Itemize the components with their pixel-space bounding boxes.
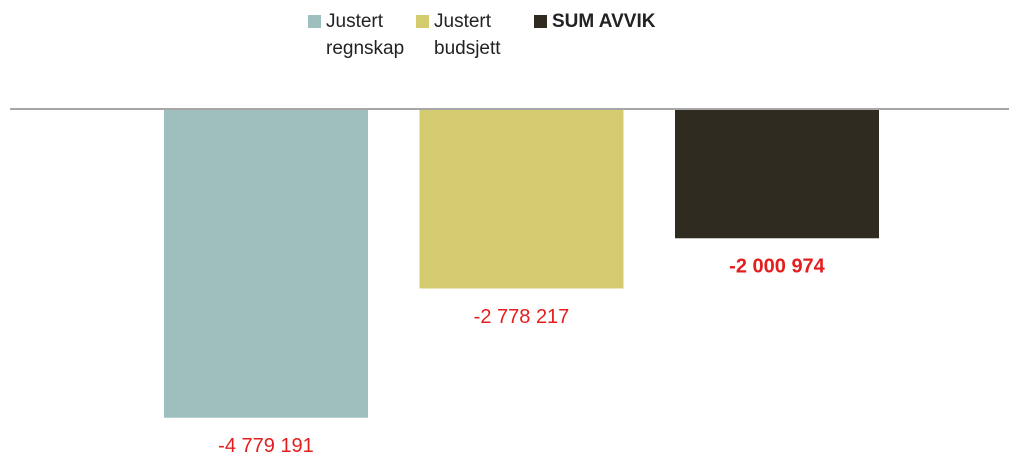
legend-label: SUM AVVIK bbox=[552, 11, 656, 32]
legend-item: Justert regnskap bbox=[308, 8, 416, 62]
legend-label: Justert regnskap bbox=[326, 11, 405, 59]
legend-item: Justert budsjett bbox=[416, 8, 534, 62]
legend-swatch bbox=[534, 15, 547, 28]
data-label: -2 000 974 bbox=[729, 256, 826, 278]
bar bbox=[164, 109, 368, 418]
bar bbox=[419, 109, 624, 289]
legend-swatch bbox=[416, 15, 429, 28]
bar bbox=[675, 109, 879, 239]
legend-item: SUM AVVIK bbox=[534, 8, 752, 62]
legend: Justert regnskap Justert budsjett SUM AVVI… bbox=[308, 8, 752, 62]
data-label: -2 778 217 bbox=[474, 306, 570, 328]
legend-label: Justert budsjett bbox=[434, 11, 501, 59]
legend-swatch bbox=[308, 15, 321, 28]
data-label: -4 779 191 bbox=[218, 435, 314, 457]
